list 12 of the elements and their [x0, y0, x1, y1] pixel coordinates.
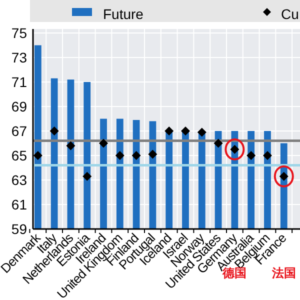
legend: Future — [103, 6, 144, 22]
ytick: 71 — [11, 74, 27, 90]
ytick: 59 — [11, 221, 27, 237]
ytick: 69 — [11, 98, 27, 114]
ytick: 65 — [11, 148, 27, 164]
ytick: 61 — [11, 196, 27, 212]
ytick: 67 — [11, 123, 27, 139]
ytick: 73 — [11, 50, 27, 66]
annotation: 法国 — [272, 266, 296, 280]
legend: Cu — [281, 6, 299, 22]
ytick: 63 — [11, 172, 27, 188]
ytick: 75 — [11, 25, 27, 41]
